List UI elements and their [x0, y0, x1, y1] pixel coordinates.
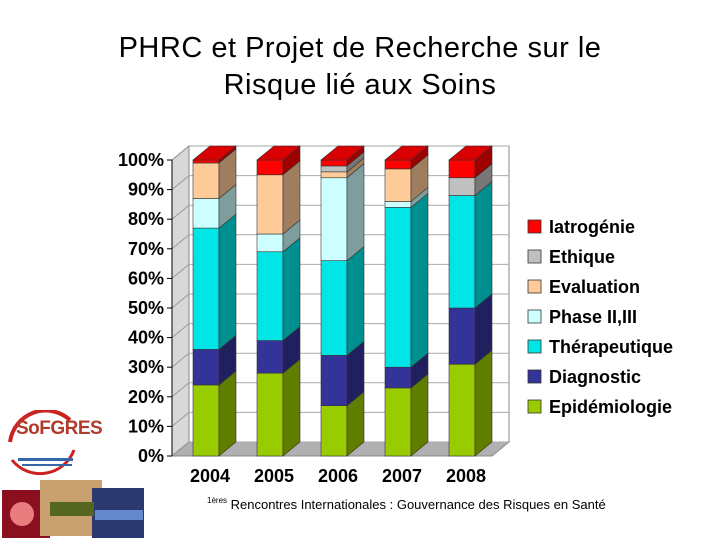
- gridline-diagonal: [171, 145, 190, 161]
- footer-superscript: 1ères: [207, 496, 228, 505]
- bar-segment: [192, 349, 220, 386]
- bar-segment: [320, 355, 348, 406]
- bar-segment-side: [410, 192, 429, 368]
- y-tick-label: 40%: [128, 328, 164, 348]
- bar-segment-side: [346, 163, 365, 262]
- bar-segment: [320, 165, 348, 173]
- legend-swatch: [527, 399, 542, 414]
- bar-top: [448, 145, 493, 161]
- y-tick-label: 50%: [128, 298, 164, 318]
- gridline-diagonal: [171, 441, 190, 457]
- legend-swatch: [527, 309, 542, 324]
- legend-label: Epidémiologie: [549, 397, 672, 417]
- bar-segment: [384, 159, 412, 170]
- bar-top: [384, 145, 429, 161]
- legend-label: Evaluation: [549, 277, 640, 297]
- bar-segment: [384, 201, 412, 208]
- bar-segment: [320, 260, 348, 356]
- bar-segment-side: [282, 237, 301, 342]
- gridline-diagonal: [171, 412, 190, 427]
- bar-segment: [384, 207, 412, 368]
- logo-image: [2, 410, 144, 538]
- bar-segment: [320, 177, 348, 261]
- bar-segment: [384, 168, 412, 202]
- legend-label: Phase II,III: [549, 307, 637, 327]
- bar-segment-side: [474, 180, 493, 309]
- legend-label: Iatrogénie: [549, 217, 635, 237]
- gridline-diagonal: [171, 264, 190, 279]
- bar-segment: [256, 340, 284, 374]
- x-tick-label: 2004: [190, 466, 230, 486]
- bar-segment: [320, 405, 348, 457]
- x-tick-label: 2007: [382, 466, 422, 486]
- legend-swatch: [527, 249, 542, 264]
- bar-segment-side: [346, 246, 365, 356]
- gridline-diagonal: [171, 234, 190, 250]
- legend-label: Thérapeutique: [549, 337, 673, 357]
- bar-segment: [384, 366, 412, 389]
- y-tick-label: 30%: [128, 357, 164, 377]
- bar-segment: [192, 162, 220, 199]
- bar-segment: [192, 159, 220, 164]
- bar-segment: [256, 251, 284, 341]
- y-tick-label: 80%: [128, 209, 164, 229]
- gridline-diagonal: [171, 382, 190, 398]
- bar-segment: [320, 171, 348, 179]
- y-tick-label: 90%: [128, 180, 164, 200]
- bar-segment-side: [410, 373, 429, 457]
- bar-segment: [192, 227, 220, 350]
- y-tick-label: 20%: [128, 387, 164, 407]
- footer-caption: 1ères Rencontres Internationales : Gouve…: [207, 496, 606, 512]
- x-tick-label: 2006: [318, 466, 358, 486]
- bar-segment: [192, 384, 220, 457]
- y-tick-label: 60%: [128, 268, 164, 288]
- bar-segment: [384, 387, 412, 457]
- gridline-diagonal: [171, 175, 190, 190]
- bar-segment-side: [218, 370, 237, 457]
- bar-segment: [320, 159, 348, 167]
- bar-segment: [256, 159, 284, 176]
- bar-segment: [448, 159, 476, 179]
- bar-segment: [448, 307, 476, 365]
- bar-segment-side: [218, 213, 237, 351]
- gridline-diagonal: [171, 204, 190, 220]
- x-tick-label: 2005: [254, 466, 294, 486]
- slide-title: PHRC et Projet de Recherche sur le Risqu…: [0, 30, 720, 104]
- bar-segment: [448, 363, 476, 457]
- bar-segment: [256, 233, 284, 253]
- legend-swatch: [527, 279, 542, 294]
- slide-title-line-1: PHRC et Projet de Recherche sur le: [118, 32, 602, 64]
- y-tick-label: 10%: [128, 416, 164, 436]
- logo-text: SoFGRES: [16, 418, 103, 439]
- bar-segment: [448, 177, 476, 196]
- bar-segment: [192, 198, 220, 229]
- bar-top: [320, 145, 365, 161]
- bar-segment: [256, 372, 284, 457]
- y-tick-label: 70%: [128, 239, 164, 259]
- legend-swatch: [527, 219, 542, 234]
- gridline-diagonal: [171, 323, 190, 338]
- gridline-diagonal: [171, 352, 190, 368]
- legend-swatch: [527, 369, 542, 384]
- x-tick-label: 2008: [446, 466, 486, 486]
- footer-text: Rencontres Internationales : Gouvernance…: [227, 497, 606, 512]
- gridline-diagonal: [171, 293, 190, 309]
- bar-segment: [448, 195, 476, 309]
- legend-label: Diagnostic: [549, 367, 641, 387]
- legend-swatch: [527, 339, 542, 354]
- legend-label: Ethique: [549, 247, 615, 267]
- bar-segment-side: [282, 358, 301, 457]
- y-tick-label: 100%: [118, 150, 164, 170]
- bar-top: [256, 145, 301, 161]
- y-tick-label: 0%: [138, 446, 164, 466]
- bar-top: [192, 145, 237, 161]
- slide-title-line-2: Risque lié aux Soins: [223, 69, 497, 101]
- bar-segment-side: [474, 349, 493, 457]
- bar-segment: [256, 174, 284, 235]
